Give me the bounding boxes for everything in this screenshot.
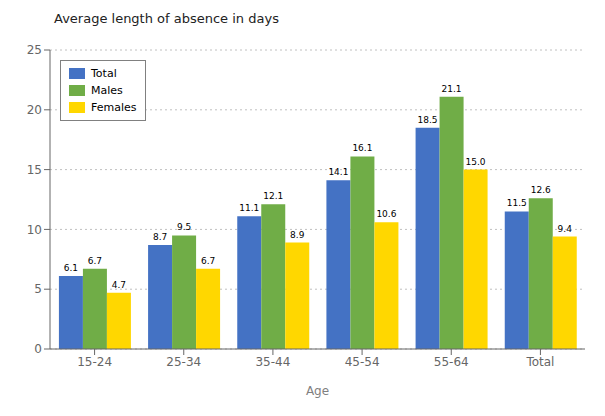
svg-text:4.7: 4.7 bbox=[112, 280, 126, 290]
html-text:Average length of absence in d: Average length of absence in days bbox=[54, 11, 279, 26]
svg-text:16.1: 16.1 bbox=[352, 143, 372, 153]
svg-text:11.1: 11.1 bbox=[239, 203, 259, 213]
svg-text:9.4: 9.4 bbox=[558, 224, 573, 234]
svg-text:10.6: 10.6 bbox=[376, 209, 396, 219]
html-text:Males: Males bbox=[91, 84, 123, 97]
svg-text:5: 5 bbox=[34, 282, 42, 296]
svg-text:18.5: 18.5 bbox=[418, 115, 438, 125]
svg-text:6.7: 6.7 bbox=[201, 256, 215, 266]
svg-text:25: 25 bbox=[27, 43, 42, 57]
svg-text:0: 0 bbox=[34, 342, 42, 356]
svg-text:6.7: 6.7 bbox=[88, 256, 102, 266]
svg-text:Total: Total bbox=[525, 355, 554, 369]
svg-text:8.9: 8.9 bbox=[290, 230, 305, 240]
svg-text:15: 15 bbox=[27, 163, 42, 177]
svg-text:55-64: 55-64 bbox=[434, 355, 469, 369]
svg-text:12.1: 12.1 bbox=[263, 191, 283, 201]
svg-text:25-34: 25-34 bbox=[166, 355, 201, 369]
svg-text:15.0: 15.0 bbox=[466, 157, 486, 167]
svg-text:14.1: 14.1 bbox=[328, 167, 348, 177]
svg-text:9.5: 9.5 bbox=[177, 222, 191, 232]
svg-text:12.6: 12.6 bbox=[531, 185, 551, 195]
html-text:Females: Females bbox=[91, 101, 137, 114]
html-text:Total: Total bbox=[91, 67, 117, 80]
svg-text:8.7: 8.7 bbox=[153, 232, 167, 242]
svg-text:Age: Age bbox=[306, 384, 329, 398]
svg-text:6.1: 6.1 bbox=[64, 263, 78, 273]
svg-text:20: 20 bbox=[27, 103, 42, 117]
svg-text:45-54: 45-54 bbox=[345, 355, 380, 369]
svg-text:10: 10 bbox=[27, 223, 42, 237]
svg-text:15-24: 15-24 bbox=[77, 355, 112, 369]
svg-text:11.5: 11.5 bbox=[507, 198, 527, 208]
svg-text:35-44: 35-44 bbox=[255, 355, 290, 369]
svg-text:21.1: 21.1 bbox=[442, 84, 462, 94]
